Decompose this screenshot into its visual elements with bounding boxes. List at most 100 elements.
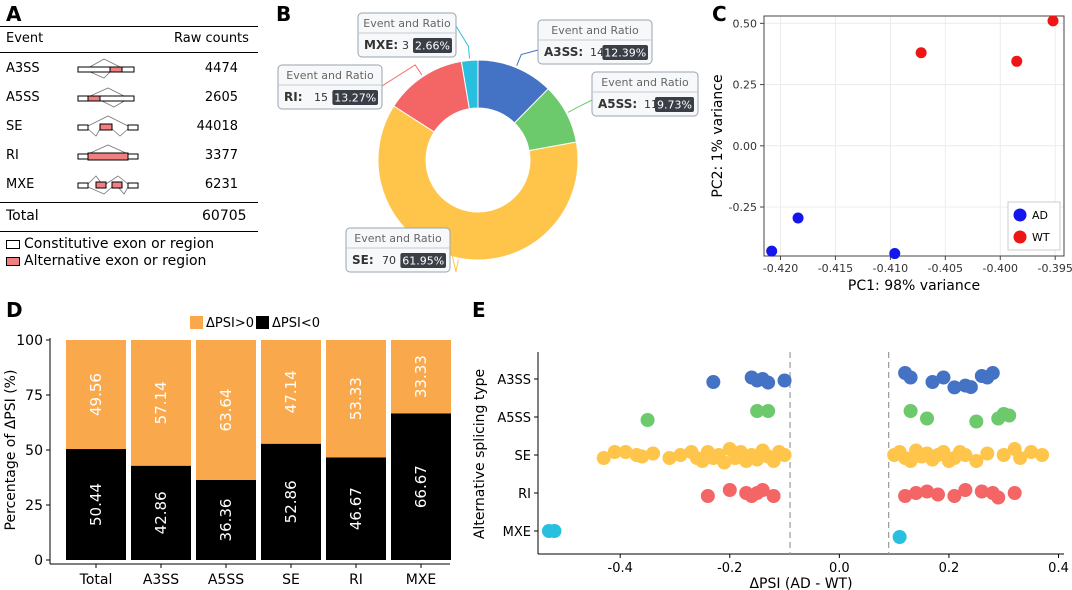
legend-swatch-up xyxy=(190,316,203,329)
y-tick-label: MXE xyxy=(503,525,531,540)
row-event-a5ss: A5SS xyxy=(6,90,40,105)
splice-diagram-a3ss xyxy=(77,58,135,79)
splice-line xyxy=(111,128,129,137)
x-tick-label: RI xyxy=(349,572,363,588)
psi-point-ri xyxy=(722,483,737,497)
leader-line-a3ss xyxy=(516,49,539,66)
psi-point-a5ss xyxy=(761,404,776,418)
y-tick-label: RI xyxy=(518,487,531,502)
psi-point-se xyxy=(969,454,984,468)
psi-point-ri xyxy=(898,489,913,503)
x-tick-label: 0.4 xyxy=(1048,561,1069,576)
x-tick-label: -0.420 xyxy=(763,262,798,275)
psi-point-se xyxy=(980,446,995,461)
splice-line xyxy=(87,70,112,79)
tooltip-name: A3SS: xyxy=(544,45,583,59)
pca-point-ad xyxy=(792,212,804,224)
splice-line xyxy=(87,87,127,98)
y-tick-label: 0.50 xyxy=(733,17,758,30)
x-tick-label: -0.410 xyxy=(873,262,908,275)
bar-down-se xyxy=(261,443,321,560)
tooltip-count: 3 xyxy=(402,39,409,52)
splice-diagram-a5ss xyxy=(77,87,135,108)
psi-point-se xyxy=(777,448,792,462)
psi-point-a3ss xyxy=(947,380,962,395)
exon xyxy=(77,182,89,189)
tooltip-ratio-bg xyxy=(332,90,378,105)
table-header-rule xyxy=(0,52,258,53)
psi-point-a3ss xyxy=(761,375,776,390)
legend-dot-wt xyxy=(1013,230,1027,244)
x-tick-label: A3SS xyxy=(143,572,179,588)
bar-legend: ΔPSI>0 ΔPSI<0 xyxy=(190,316,320,331)
bar-label-down-se: 52.86 xyxy=(282,480,300,523)
row-count-a3ss: 4474 xyxy=(204,61,238,76)
psi-point-a3ss xyxy=(777,373,792,388)
row-event-a3ss: A3SS xyxy=(6,61,40,76)
alternative-swatch xyxy=(6,256,20,266)
donut-slice-mxe xyxy=(460,59,479,110)
bar-down-mxe xyxy=(391,413,451,560)
splice-line xyxy=(105,175,129,185)
tooltip-count: 14 xyxy=(590,46,604,59)
row-count-mxe: 6231 xyxy=(204,177,238,192)
tooltip-header: Event and Ratio xyxy=(354,232,442,245)
splice-diagram-ri xyxy=(77,144,139,161)
legend-label-up: ΔPSI>0 xyxy=(206,316,254,331)
bar-down-total xyxy=(66,449,126,560)
donut-slice-se xyxy=(377,105,579,261)
plot-border xyxy=(763,15,1065,257)
psi-point-se xyxy=(1024,445,1039,459)
psi-point-ri xyxy=(930,487,945,502)
psi-point-se xyxy=(635,449,650,464)
splice-line xyxy=(117,186,129,195)
psi-point-a5ss xyxy=(903,404,918,418)
bar-label-up-total: 49.56 xyxy=(87,373,105,416)
panel-label-c: C xyxy=(712,2,727,26)
tooltip-mxe: Event and Ratio MXE: 3 2.66% xyxy=(357,12,457,58)
exon xyxy=(77,124,89,131)
y-tick-label: 25 xyxy=(25,498,43,514)
psi-point-ri xyxy=(991,490,1006,505)
panel-label-b: B xyxy=(276,2,292,26)
pca-point-wt xyxy=(1011,55,1023,67)
row-event-ri: RI xyxy=(6,148,19,163)
psi-point-ri xyxy=(909,486,924,500)
psi-point-ri xyxy=(755,483,770,497)
tooltip-name: MXE: xyxy=(364,38,398,52)
tooltip-a3ss: Event and Ratio A3SS: 14 12.39% xyxy=(537,19,653,65)
pca-point-ad xyxy=(766,245,778,257)
table-total-rule xyxy=(0,202,258,203)
y-axis-title: PC2: 1% variance xyxy=(710,74,726,197)
leader-line-se xyxy=(449,245,459,272)
x-tick-label: -0.4 xyxy=(608,561,633,576)
psi-point-a3ss xyxy=(985,366,1000,380)
x-tick-label: MXE xyxy=(406,572,437,588)
leader-line-ri xyxy=(381,64,423,87)
psi-point-se xyxy=(1013,451,1028,465)
tooltip-ratio: 13.27% xyxy=(334,92,376,105)
alt-exon xyxy=(95,181,107,189)
legend-alternative: Alternative exon or region xyxy=(6,253,206,269)
psi-point-a5ss xyxy=(640,413,655,427)
pca-scatter-plot: -0.25 0.00 0.25 0.50 -0.420 -0.415 -0.410 -0.40… xyxy=(710,15,1072,294)
tooltip-name: SE: xyxy=(352,253,374,267)
col-header-raw-counts: Raw counts xyxy=(174,31,249,46)
row-count-a5ss: 2605 xyxy=(204,90,238,105)
bar-down-ri xyxy=(326,457,386,560)
strip-plot: A3SS A5SS SE RI MXE -0.4 -0.2 0.0 0.2 0.4 ΔPSI (AD… xyxy=(472,352,1069,590)
psi-point-se xyxy=(618,445,633,459)
psi-point-ri xyxy=(974,484,989,499)
psi-point-a3ss xyxy=(706,375,721,389)
pca-legend: AD WT xyxy=(1007,201,1061,251)
psi-point-se xyxy=(662,451,677,465)
y-tick-label: SE xyxy=(515,449,531,464)
psi-point-mxe xyxy=(547,524,562,538)
psi-point-se xyxy=(717,455,732,470)
table-top-rule xyxy=(0,26,258,27)
bar-up-a3ss xyxy=(131,340,191,466)
y-tick-label: -0.25 xyxy=(729,201,757,214)
splice-line xyxy=(87,175,103,185)
panel-label-e: E xyxy=(472,298,486,322)
